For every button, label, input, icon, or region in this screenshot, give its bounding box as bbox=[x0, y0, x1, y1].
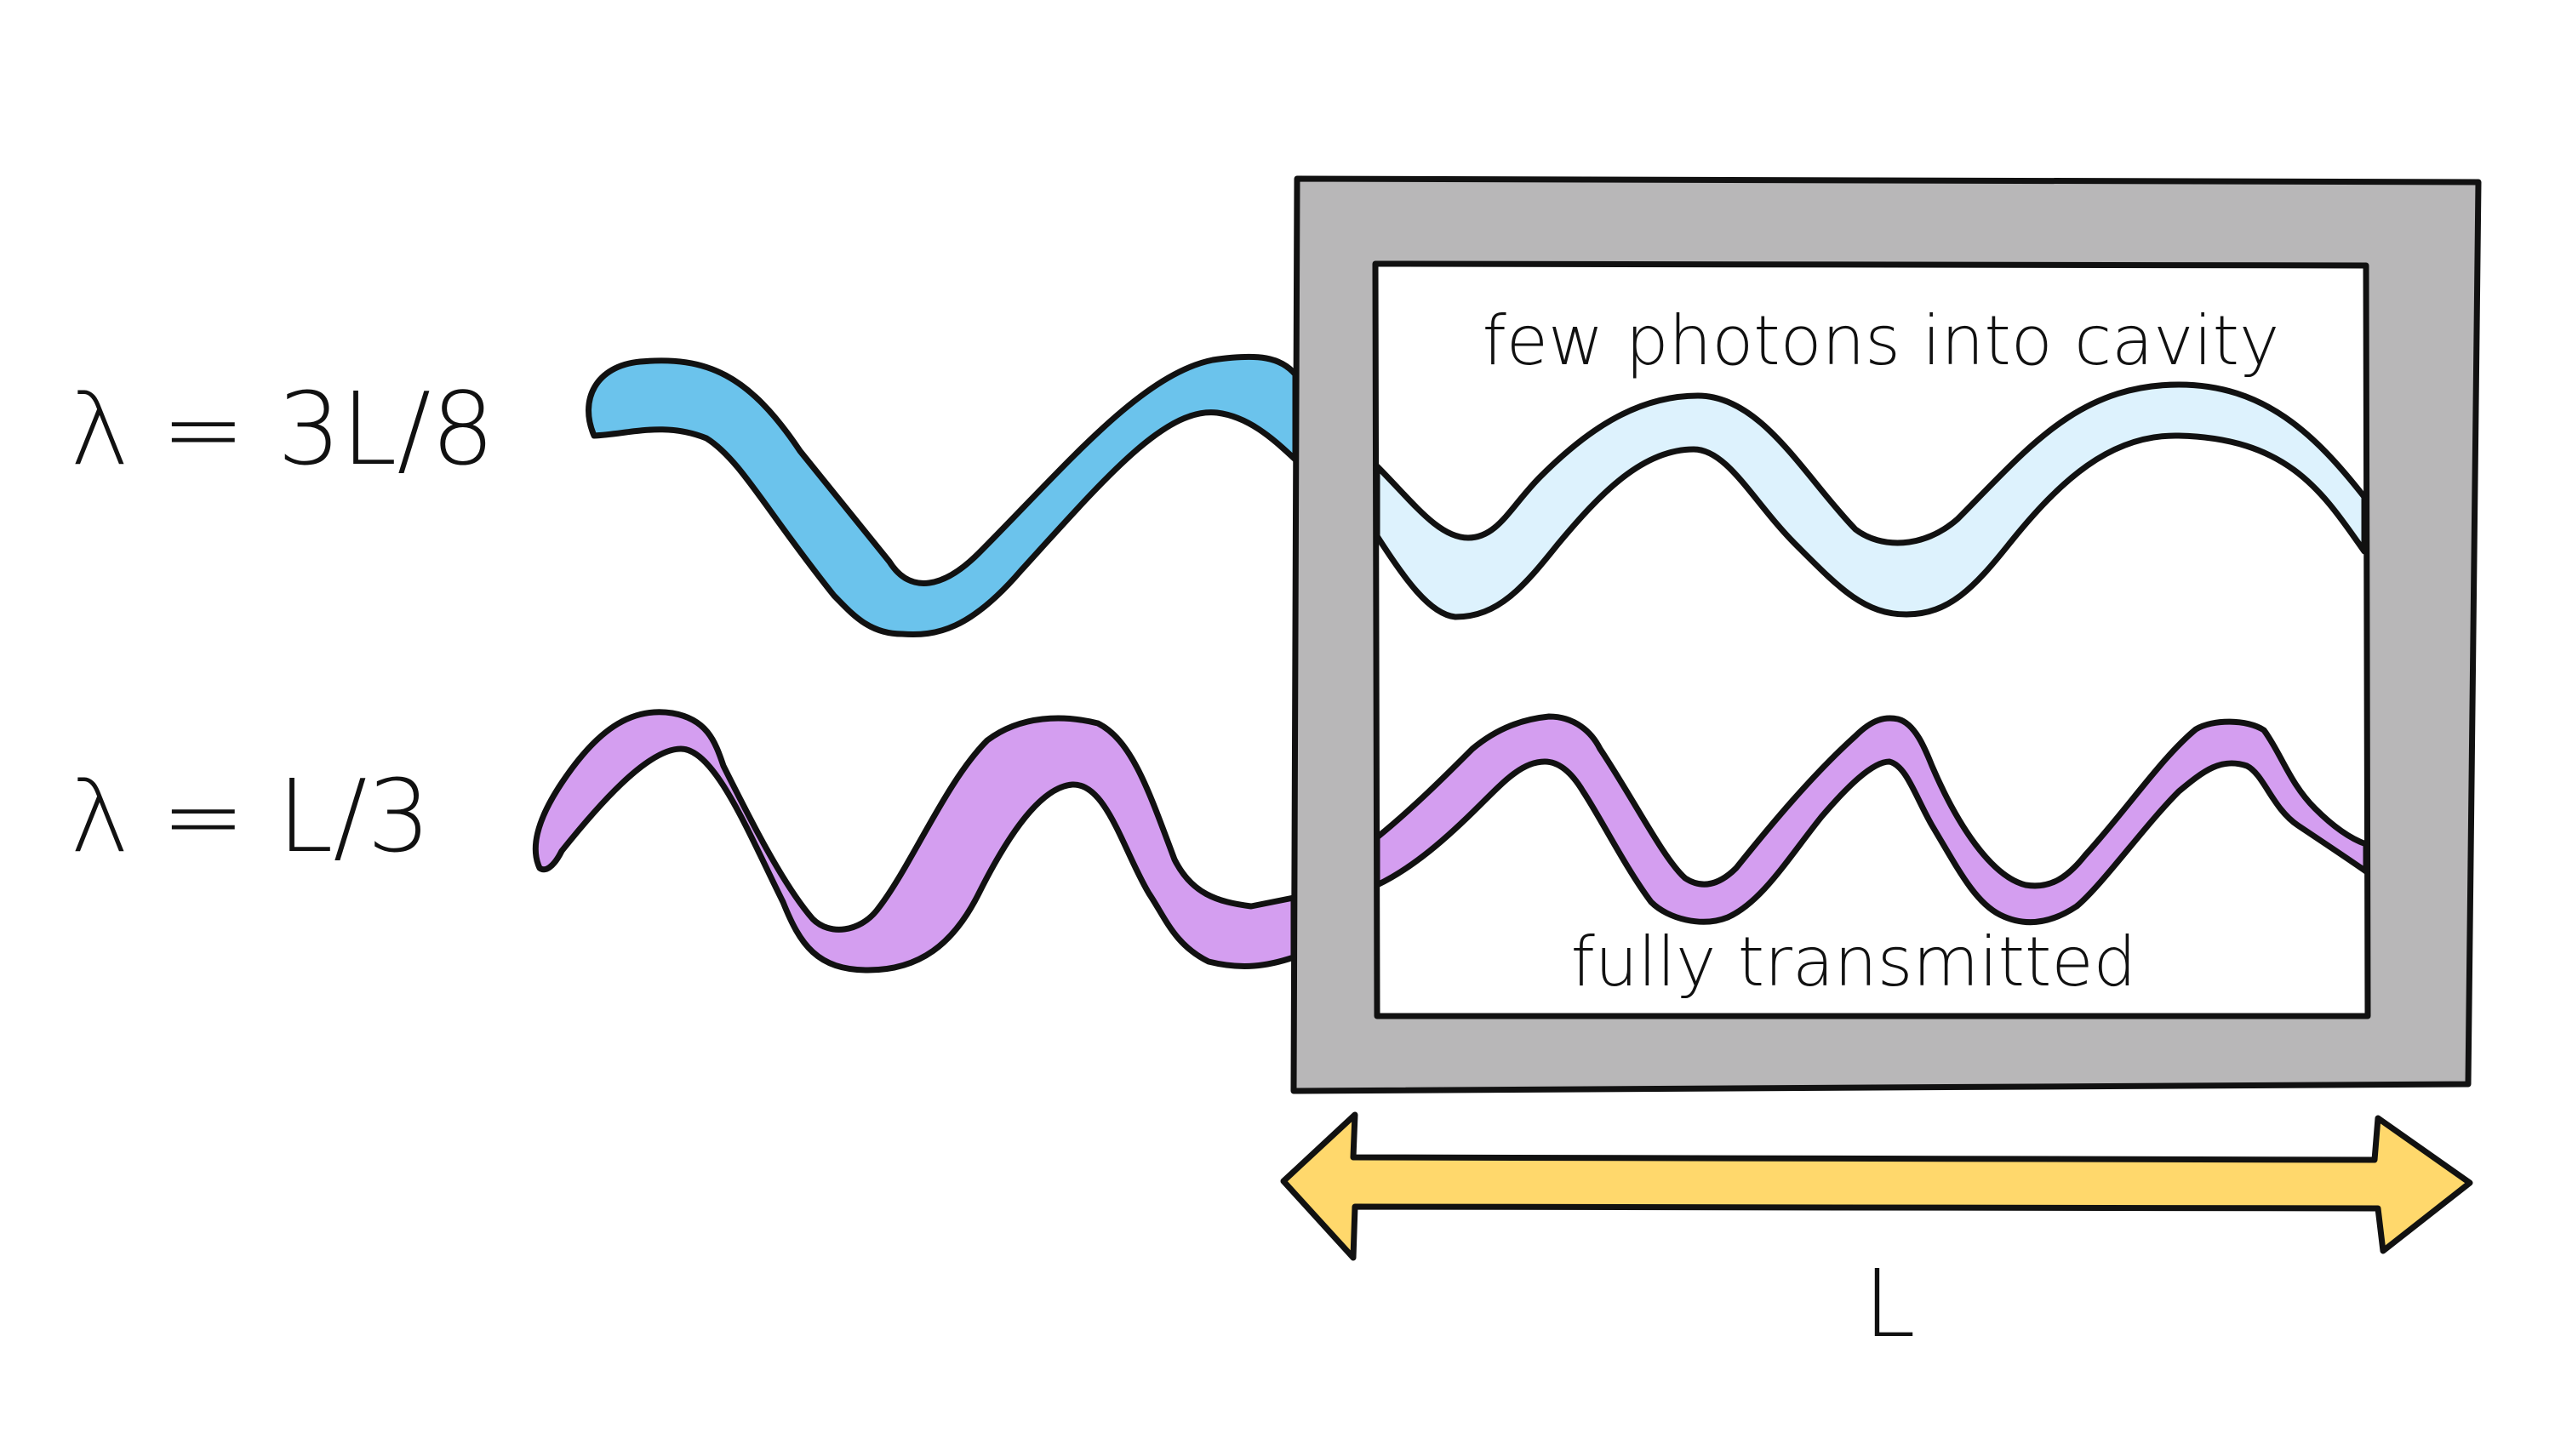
cavity-bottom-note: fully transmitted bbox=[1571, 922, 2137, 1002]
wave-bottom-inside bbox=[1374, 713, 2369, 926]
wave-bottom-outside bbox=[532, 709, 1297, 974]
wave-bottom-label: λ = L/3 bbox=[70, 757, 431, 875]
wave-top-inside bbox=[1374, 381, 2368, 620]
wave-top-label: λ = 3L/8 bbox=[70, 370, 494, 488]
length-arrow bbox=[1280, 1111, 2473, 1261]
cavity-wall bbox=[1290, 175, 2482, 1094]
cavity-top-note: few photons into cavity bbox=[1483, 301, 2280, 380]
length-label: L bbox=[1863, 1249, 1915, 1358]
wave-top-outside bbox=[586, 353, 1299, 637]
